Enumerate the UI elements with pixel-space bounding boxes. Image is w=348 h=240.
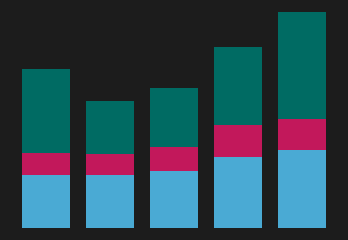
Bar bbox=[86, 101, 134, 154]
Bar bbox=[150, 88, 198, 147]
Bar bbox=[214, 157, 262, 228]
Bar bbox=[22, 69, 70, 153]
Bar bbox=[214, 126, 262, 157]
Bar bbox=[22, 175, 70, 228]
Bar bbox=[150, 147, 198, 170]
Bar bbox=[278, 119, 326, 150]
Bar bbox=[278, 150, 326, 228]
Bar bbox=[86, 175, 134, 228]
Bar bbox=[150, 170, 198, 228]
Bar bbox=[278, 12, 326, 119]
Bar bbox=[22, 153, 70, 175]
Bar bbox=[214, 47, 262, 126]
Bar bbox=[86, 154, 134, 175]
